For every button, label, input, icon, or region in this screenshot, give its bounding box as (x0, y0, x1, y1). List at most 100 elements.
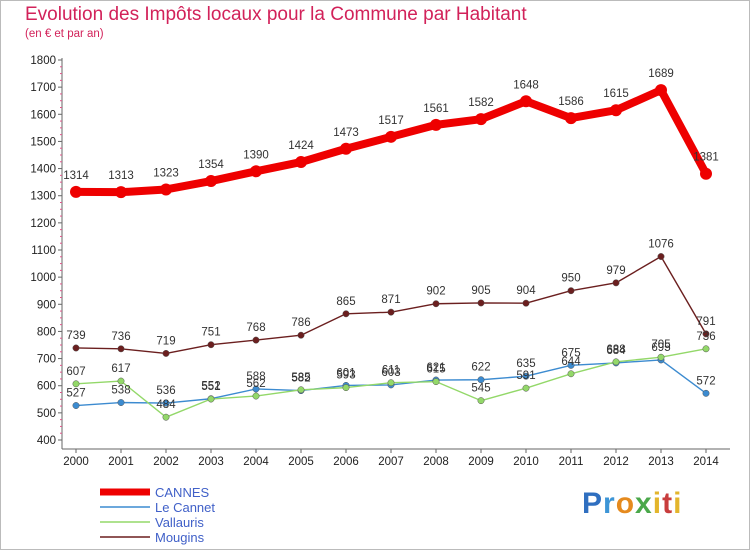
data-label: 1582 (468, 97, 494, 109)
data-label: 1390 (243, 149, 269, 161)
data-label: 588 (246, 371, 265, 383)
y-tick-label: 700 (37, 354, 56, 366)
data-label: 688 (606, 344, 625, 356)
data-point (387, 308, 395, 316)
data-point (117, 399, 125, 406)
data-label: 791 (696, 316, 715, 328)
data-point (657, 353, 665, 361)
data-label: 644 (561, 356, 581, 368)
data-label: 603 (381, 367, 400, 379)
data-point (567, 370, 575, 378)
data-point (655, 84, 667, 97)
logo-letter: i (652, 487, 663, 520)
data-point (477, 397, 485, 405)
data-point (207, 395, 215, 403)
data-label: 621 (426, 362, 445, 374)
data-label: 545 (471, 383, 490, 395)
data-point (162, 349, 170, 357)
logo-letter: x (635, 487, 653, 520)
data-point (115, 186, 127, 199)
data-label: 484 (156, 399, 176, 411)
chart-title: Evolution des Impôts locaux pour la Comm… (25, 4, 527, 25)
data-label: 905 (471, 285, 490, 297)
x-tick-label: 2000 (63, 456, 89, 468)
data-point (252, 385, 260, 393)
data-point (522, 384, 530, 392)
logo-letter: o (615, 487, 636, 520)
data-point (430, 118, 442, 131)
x-tick-label: 2005 (288, 456, 314, 468)
logo-letter: t (662, 487, 674, 520)
data-label: 736 (111, 331, 130, 343)
data-label: 607 (66, 366, 85, 378)
proxiti-logo: Proxiti (582, 487, 682, 521)
data-point (567, 361, 575, 369)
data-point (700, 167, 712, 180)
data-label: 1323 (153, 167, 179, 179)
data-point (342, 384, 350, 392)
data-label: 1561 (423, 103, 449, 115)
data-label: 1473 (333, 127, 359, 139)
data-point (612, 279, 620, 287)
data-point (477, 299, 485, 307)
data-point (162, 399, 170, 407)
y-tick-label: 1400 (30, 164, 56, 176)
data-label: 1381 (693, 152, 719, 164)
data-point (72, 402, 80, 409)
y-tick-label: 1800 (30, 55, 56, 67)
y-tick-label: 500 (37, 408, 56, 420)
data-point (475, 113, 487, 126)
data-label: 1076 (648, 239, 674, 251)
data-point (205, 175, 217, 188)
data-label: 904 (516, 285, 536, 297)
y-tick-label: 1000 (30, 272, 56, 284)
chart-subtitle: (en € et par an) (25, 28, 104, 40)
data-label: 1586 (558, 96, 584, 108)
data-point (432, 300, 440, 308)
data-label: 635 (516, 358, 535, 370)
logo-letter: i (673, 487, 683, 520)
data-point (160, 183, 172, 196)
data-point (610, 104, 622, 117)
data-point (522, 299, 530, 307)
data-point (252, 392, 260, 400)
data-point (385, 130, 397, 143)
x-tick-label: 2006 (333, 456, 359, 468)
data-point (432, 378, 440, 386)
y-tick-label: 800 (37, 326, 56, 338)
data-label: 527 (66, 388, 85, 400)
data-point (702, 389, 710, 397)
data-point (207, 341, 215, 349)
data-point (70, 185, 82, 198)
data-label: 585 (291, 372, 310, 384)
data-point (117, 345, 125, 353)
data-label: 736 (696, 331, 715, 343)
data-point (702, 330, 710, 338)
data-point (295, 156, 307, 169)
data-point (162, 413, 170, 421)
x-tick-label: 2013 (648, 456, 674, 468)
data-point (297, 331, 305, 339)
x-tick-label: 2002 (153, 456, 179, 468)
y-tick-label: 1100 (31, 245, 56, 257)
data-point (252, 336, 260, 344)
y-tick-label: 1200 (30, 218, 56, 230)
data-label: 950 (561, 273, 580, 285)
data-label: 695 (651, 342, 670, 354)
data-label: 551 (201, 381, 220, 393)
data-label: 601 (336, 367, 355, 379)
data-point (72, 380, 80, 388)
data-label: 768 (246, 322, 265, 334)
data-point (72, 344, 80, 352)
data-label: 786 (291, 317, 310, 329)
data-label: 979 (606, 265, 625, 277)
y-tick-label: 900 (37, 299, 56, 311)
x-tick-label: 2014 (693, 456, 719, 468)
data-label: 591 (516, 370, 535, 382)
x-tick-label: 2009 (468, 456, 494, 468)
data-label: 536 (156, 385, 175, 397)
data-label: 615 (426, 364, 445, 376)
x-tick-label: 2010 (513, 456, 539, 468)
x-tick-label: 2001 (108, 456, 134, 468)
